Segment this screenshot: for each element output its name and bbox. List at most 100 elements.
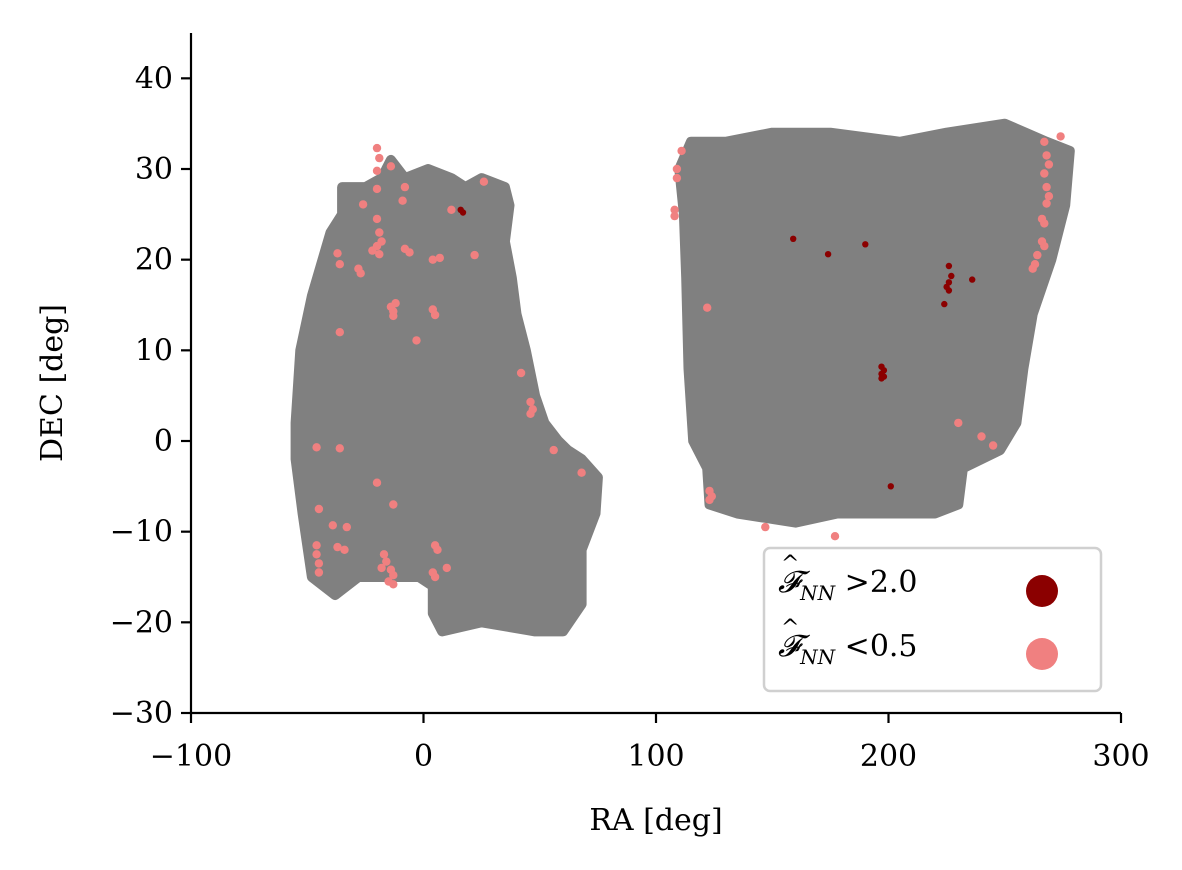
point-low-18 <box>356 269 365 278</box>
point-low-75 <box>830 532 840 541</box>
point-high-5 <box>862 241 869 248</box>
point-low-7 <box>398 196 407 205</box>
point-low-76 <box>954 418 963 428</box>
point-low-67 <box>672 173 682 183</box>
point-low-51 <box>333 542 342 552</box>
point-low-9 <box>372 214 382 224</box>
point-low-48 <box>312 550 321 559</box>
points-layer <box>312 132 1065 589</box>
point-high-18 <box>887 483 894 490</box>
point-low-66 <box>672 164 682 174</box>
point-high-4 <box>824 251 832 258</box>
y-tick-label: 40 <box>135 61 173 96</box>
legend-marker-high <box>1026 575 1058 607</box>
footprint-region-2 <box>674 118 1075 528</box>
point-low-42 <box>372 478 382 487</box>
point-low-38 <box>312 443 321 452</box>
point-low-29 <box>447 205 456 214</box>
y-tick-label: 30 <box>135 152 173 187</box>
point-low-93 <box>1056 132 1065 141</box>
x-tick-label: 0 <box>414 739 433 774</box>
point-low-82 <box>1040 169 1049 178</box>
point-low-70 <box>703 303 712 312</box>
point-low-1 <box>372 143 382 153</box>
y-tick-label: 10 <box>135 333 173 368</box>
legend-marker-low <box>1026 638 1058 670</box>
point-high-2 <box>459 209 467 216</box>
point-low-27 <box>428 255 437 264</box>
point-low-56 <box>389 571 398 580</box>
point-low-73 <box>705 495 714 505</box>
point-low-3 <box>372 166 382 175</box>
point-low-33 <box>412 336 421 345</box>
point-low-16 <box>335 260 344 269</box>
point-high-7 <box>948 272 955 280</box>
point-low-85 <box>1042 199 1051 208</box>
point-low-2 <box>375 153 384 163</box>
point-low-81 <box>1044 160 1054 169</box>
point-low-30 <box>470 250 479 260</box>
point-low-39 <box>335 444 344 453</box>
point-low-59 <box>377 563 386 573</box>
point-low-20 <box>405 248 414 257</box>
y-tick-label: 20 <box>135 243 173 278</box>
point-low-41 <box>577 468 586 477</box>
point-low-14 <box>375 250 384 259</box>
x-axis-label: RA [deg] <box>589 803 722 838</box>
point-low-45 <box>328 521 337 530</box>
point-low-53 <box>379 550 389 559</box>
point-low-46 <box>342 522 351 532</box>
point-low-89 <box>1040 241 1049 251</box>
point-low-80 <box>1042 151 1051 160</box>
point-low-49 <box>314 559 324 568</box>
point-high-11 <box>969 276 976 283</box>
point-high-6 <box>945 262 953 270</box>
y-axis-label: DEC [deg] <box>35 304 70 462</box>
point-low-47 <box>312 541 321 550</box>
point-low-35 <box>526 397 535 407</box>
x-tick-label: 300 <box>1092 739 1149 774</box>
point-low-58 <box>389 580 398 589</box>
point-low-15 <box>333 249 342 258</box>
point-low-50 <box>314 568 324 577</box>
legend-frame <box>762 546 1103 693</box>
point-low-69 <box>670 211 679 221</box>
point-low-61 <box>433 545 442 554</box>
x-tick-label: 200 <box>860 739 917 774</box>
x-ticks: −100 0 100 200 300 <box>150 713 1150 774</box>
point-low-40 <box>549 445 558 455</box>
y-tick-label: −10 <box>110 515 173 550</box>
legend-hat-low: ^ <box>781 616 799 641</box>
legend-hat-high: ^ <box>781 552 799 577</box>
legend-label-low: 𝓕NN <0.5 <box>778 629 918 669</box>
point-low-34 <box>516 368 526 378</box>
point-low-5 <box>372 184 382 194</box>
point-low-13 <box>368 246 377 255</box>
point-low-90 <box>1033 250 1042 260</box>
legend: 𝓕NN >2.0 ^ 𝓕NN <0.5 ^ <box>762 546 1103 693</box>
point-low-74 <box>761 522 770 532</box>
x-tick-label: 100 <box>627 739 684 774</box>
y-tick-label: −20 <box>110 605 173 640</box>
point-low-4 <box>386 162 396 171</box>
point-low-10 <box>375 228 384 237</box>
point-low-79 <box>1040 137 1049 146</box>
x-tick-label: −100 <box>150 739 232 774</box>
point-low-92 <box>1028 264 1037 273</box>
point-low-68 <box>670 205 679 214</box>
point-high-17 <box>878 375 885 382</box>
point-low-54 <box>382 557 391 566</box>
point-low-26 <box>430 310 440 320</box>
point-high-10 <box>945 287 953 294</box>
footprint-region-1 <box>290 154 603 637</box>
point-low-31 <box>479 177 489 186</box>
point-low-8 <box>358 200 368 209</box>
point-low-52 <box>340 545 349 554</box>
point-high-3 <box>790 235 797 242</box>
point-low-77 <box>977 432 986 441</box>
y-tick-label: 0 <box>154 424 173 459</box>
point-low-44 <box>314 504 324 514</box>
footprint-layer <box>290 118 1075 637</box>
